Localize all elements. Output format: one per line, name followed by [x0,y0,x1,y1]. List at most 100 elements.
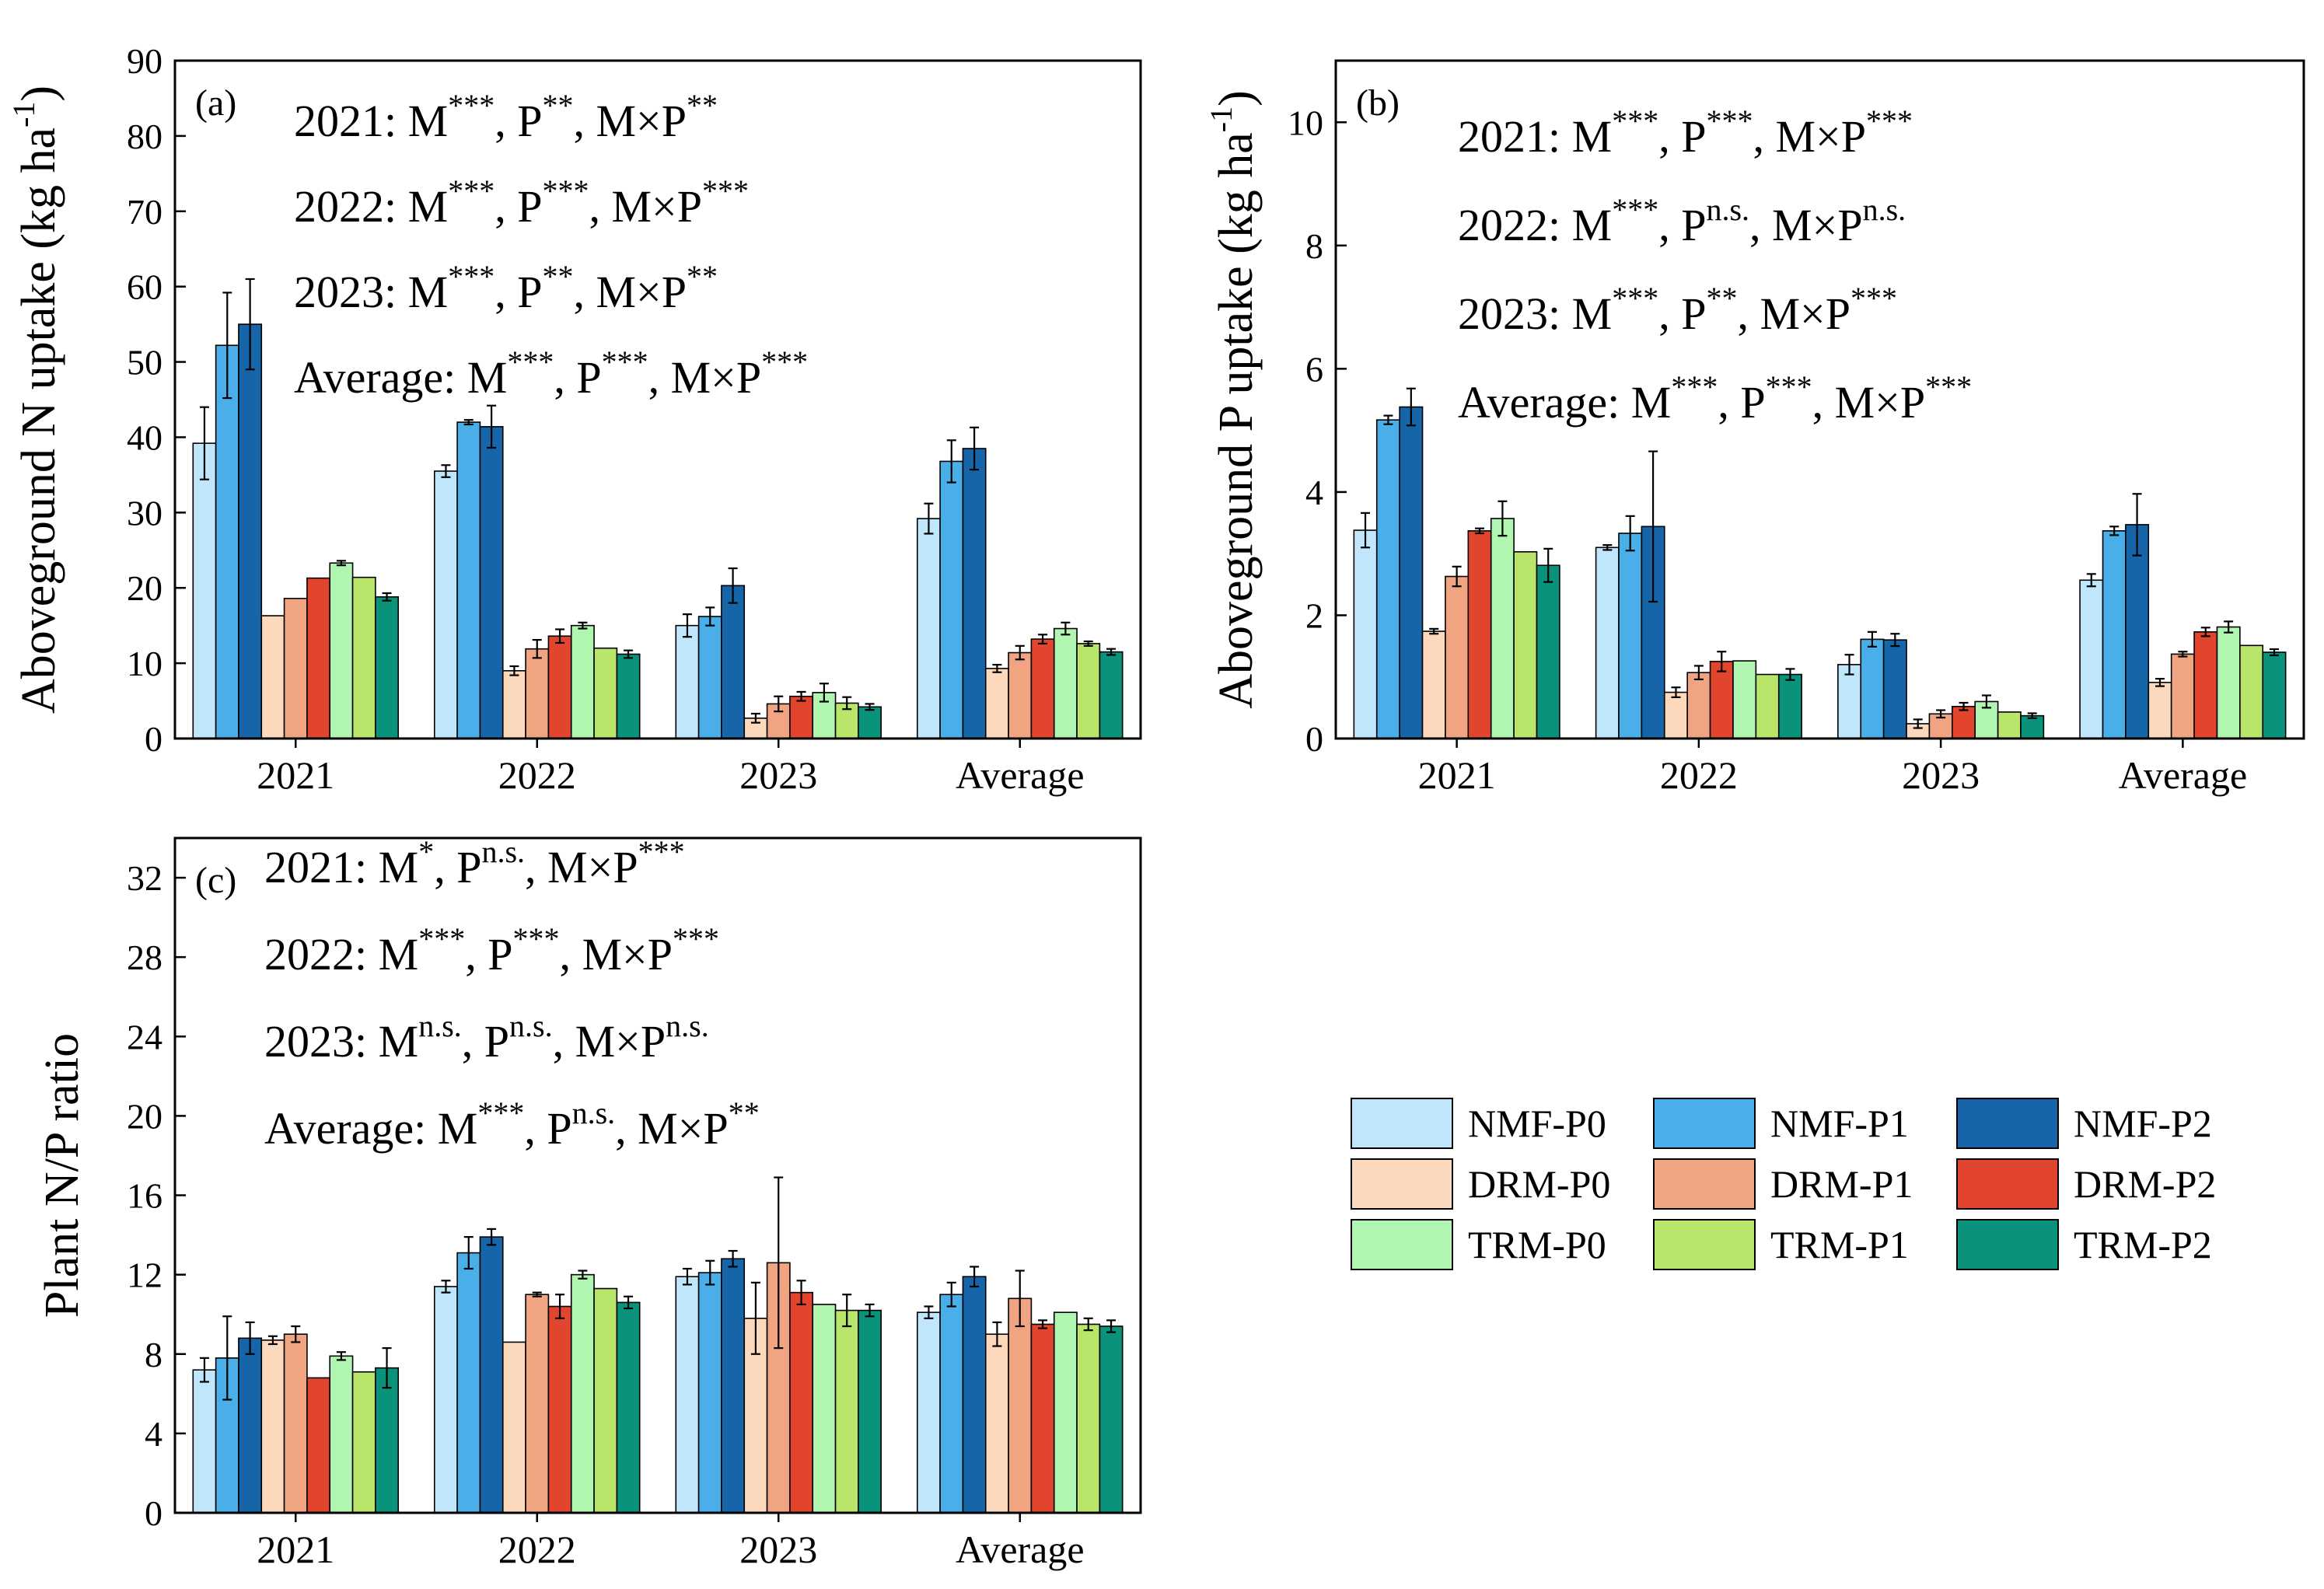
legend-swatch [1956,1158,2059,1210]
bar-TRM-P1-2021 [351,1371,376,1514]
bar-DRM-P2-2022 [547,635,572,739]
bar-DRM-P0-2022 [501,1341,526,1514]
error-bar [199,406,209,480]
bar-NMF-P2-2021 [238,323,263,739]
error-bar [750,712,760,724]
annotation-line: 2022: M***, P***, M×P*** [264,921,719,980]
bar-TRM-P2-2021 [375,1367,400,1514]
y-tick-label: 0 [145,719,163,759]
legend-item: TRM-P2 [1956,1219,2212,1270]
significance-annotations: 2021: M***, P***, M×P*** 2022: M***, Pn.s… [1458,103,1972,428]
bar-TRM-P2-2023 [2020,714,2045,739]
error-bar [336,560,346,567]
x-tick-label: 2021 [257,753,334,797]
bar-NMF-P2-Average [962,448,987,739]
y-tick-label: 0 [1305,719,1323,759]
bar-NMF-P2-Average [2125,524,2150,739]
error-bar [865,1303,875,1318]
bar-DRM-P2-2022 [1709,661,1734,739]
bar-DRM-P0-Average [2148,682,2172,739]
bar-NMF-P2-2022 [479,426,504,739]
error-bar [774,1176,784,1350]
error-bar [487,1228,497,1246]
x-tick-label: 2023 [739,753,817,797]
legend-swatch [1351,1158,1453,1210]
y-tick-label: 50 [127,343,163,382]
bar-DRM-P0-2022 [501,669,526,739]
error-bar [819,683,829,703]
y-tick-label: 2 [1305,595,1323,635]
bar-DRM-P1-Average [1008,1297,1033,1514]
legend-item: NMF-P2 [1956,1098,2212,1149]
error-bar [336,1351,346,1361]
bar-TRM-P2-2022 [1777,673,1802,739]
bars [192,1176,1124,1514]
error-bar [796,1280,806,1306]
bar-NMF-P0-2023 [1837,664,1862,739]
bar-NMF-P2-2021 [1399,406,1424,739]
annotation-line: Average: M***, Pn.s., M×P** [264,1095,760,1154]
bar-NMF-P0-2021 [1353,529,1378,739]
legend-swatch [1653,1098,1756,1149]
legend-label: TRM-P1 [1770,1223,1909,1266]
y-tick-label: 40 [127,417,163,457]
error-bar [796,690,806,702]
bar-DRM-P0-2021 [260,1339,285,1514]
bar-NMF-P1-2022 [456,421,481,739]
legend-label: DRM-P1 [1770,1162,1913,1206]
error-bar [2200,627,2210,637]
bar-TRM-P1-Average [1076,643,1101,739]
error-bar [1913,718,1923,729]
bar-NMF-P2-2021 [238,1337,263,1514]
legend: NMF-P0 NMF-P1 NMF-P2 DRM-P0 DRM-P1 DRM-P2 TRM-… [1351,1098,2216,1270]
error-bar [382,592,392,602]
bar-NMF-P1-2021 [1375,419,1400,739]
error-bar [2027,712,2037,719]
error-bar [750,1281,760,1355]
annotation-line: 2021: M***, P**, M×P** [294,88,718,146]
error-bar [2132,493,2142,557]
panel-b: 0 2 4 6 8 10 2021 2022 2023 Average Aboveground P … [1204,59,2305,797]
bar-TRM-P2-2023 [858,1309,882,1514]
bar-NMF-P0-2023 [675,1276,700,1514]
error-bar [463,1236,474,1270]
bar-NMF-P0-2022 [433,470,458,739]
annotation-line: Average: M***, P***, M×P*** [1458,369,1972,428]
bar-NMF-P1-2023 [1860,638,1885,739]
error-bar [532,1291,542,1297]
error-bar [624,1295,634,1310]
error-bar [2178,651,2188,658]
bar-TRM-P1-2023 [1997,711,2022,739]
error-bar [865,703,875,711]
x-tick-label: 2021 [257,1528,334,1571]
y-axis-label: Aboveground N uptake (kg ha-1) [6,86,65,714]
bar-DRM-P2-2021 [306,577,331,739]
bar-NMF-P0-2021 [192,1369,217,1514]
x-tick-label: Average [956,1528,1085,1571]
panel-c: 0 4 8 12 16 20 24 28 32 2021 2022 2023 Average Plant … [36,834,1142,1571]
bar-NMF-P1-2022 [456,1252,481,1514]
y-tick-label: 24 [127,1017,163,1056]
bar-TRM-P0-2022 [570,1273,595,1514]
y-tick-label: 16 [127,1176,163,1216]
significance-annotations: 2021: M*, Pn.s., M×P*** 2022: M***, P***,… [264,834,760,1154]
error-bar [1406,387,1416,427]
error-bar [2155,678,2165,687]
error-bar [1671,686,1681,698]
error-bar [1475,527,1485,535]
plot-frame [173,59,1142,740]
legend-label: NMF-P1 [1770,1102,1909,1145]
bar-NMF-P0-2022 [433,1286,458,1514]
bar-TRM-P2-Average [1099,651,1124,739]
error-bar [842,1294,852,1328]
bar-TRM-P1-2021 [351,576,376,739]
x-tick-label: 2023 [1902,753,1980,797]
error-bar [555,628,565,644]
bar-DRM-P2-Average [2193,631,2218,739]
error-bar [842,696,852,711]
bar-DRM-P2-Average [1030,1323,1055,1514]
legend-item: TRM-P0 [1351,1219,1606,1270]
error-bar [1106,648,1117,656]
y-tick-label: 70 [127,192,163,232]
error-bar [578,1269,588,1280]
